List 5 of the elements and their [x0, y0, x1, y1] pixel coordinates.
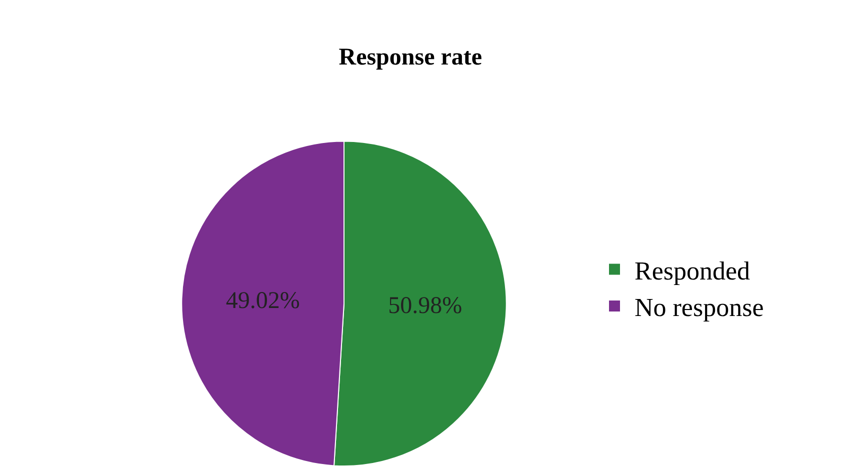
legend-label: No response: [634, 293, 764, 322]
data-label: 50.98%: [388, 293, 462, 320]
chart-title: Response rate: [338, 44, 482, 70]
data-label: 49.02%: [226, 288, 300, 314]
legend-label: Responded: [634, 256, 750, 286]
